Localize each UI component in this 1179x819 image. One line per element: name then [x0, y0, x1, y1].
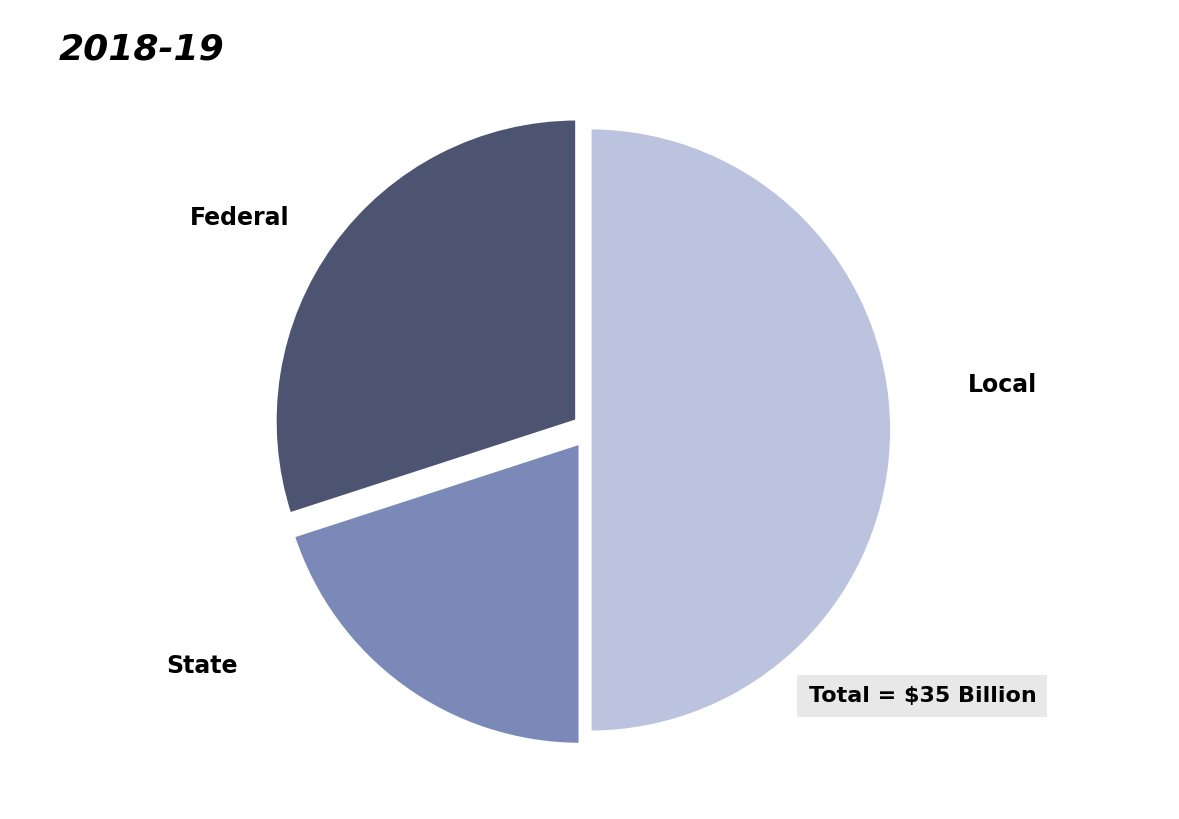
- Text: State: State: [166, 654, 237, 678]
- Wedge shape: [275, 119, 578, 514]
- Text: 2018-19: 2018-19: [59, 33, 225, 67]
- Wedge shape: [292, 442, 580, 745]
- Text: Total = $35 Billion: Total = $35 Billion: [809, 686, 1036, 706]
- Text: Federal: Federal: [190, 206, 290, 230]
- Wedge shape: [590, 127, 893, 733]
- Text: Local: Local: [968, 373, 1038, 396]
